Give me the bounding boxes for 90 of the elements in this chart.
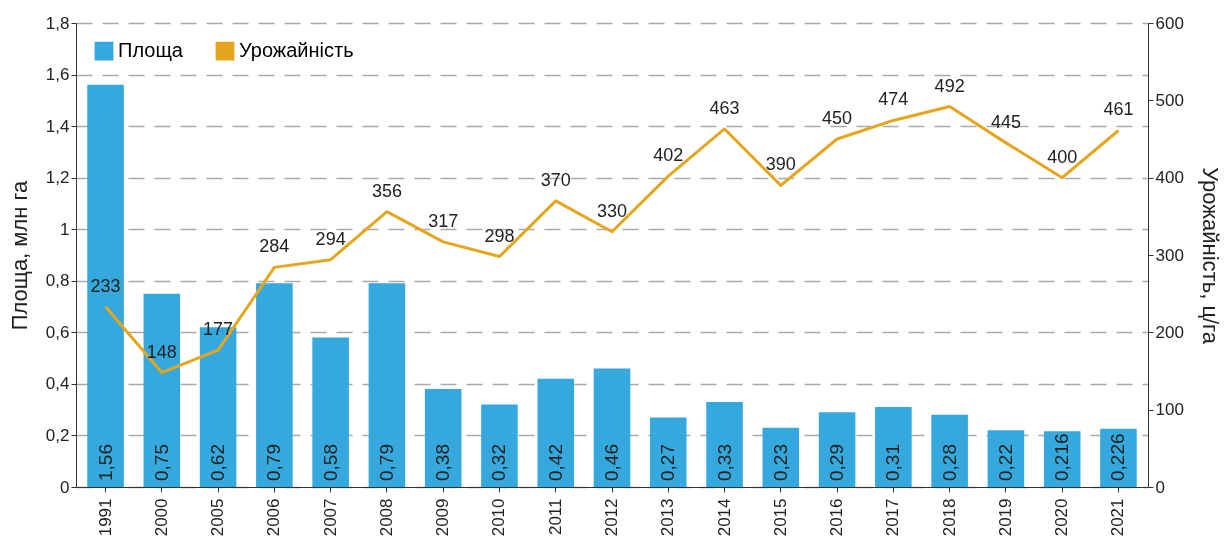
bar	[312, 337, 349, 487]
data-label: 463	[709, 97, 740, 118]
bar	[256, 283, 293, 487]
data-label: 474	[878, 89, 909, 110]
data-label: 233	[90, 275, 121, 296]
y2-tick-label: 0	[1155, 477, 1165, 497]
data-label: 0,62	[207, 444, 229, 481]
data-label: 0,226	[1107, 433, 1129, 481]
x-tick-label: 2005	[208, 498, 228, 537]
x-tick-label: 2016	[827, 498, 847, 537]
data-label: 400	[1047, 146, 1078, 167]
y-tick-label: 0,6	[45, 322, 70, 342]
data-label: 445	[990, 111, 1021, 132]
bar	[706, 401, 743, 487]
data-label: 0,28	[938, 444, 960, 481]
data-label: 461	[1103, 99, 1134, 120]
data-label: 0,46	[601, 444, 622, 481]
y-tick-label: 1,2	[45, 168, 70, 188]
x-tick-label: 2006	[264, 498, 284, 537]
data-label: 450	[822, 108, 853, 128]
data-label: 0,32	[488, 444, 510, 481]
y-tick-label: 0	[60, 477, 70, 497]
data-label: 0,29	[826, 444, 848, 481]
data-label: 356	[371, 180, 402, 201]
y2-tick-label: 300	[1155, 245, 1184, 265]
x-tick-label: 2009	[433, 498, 453, 537]
bar	[87, 84, 124, 487]
data-label: 402	[653, 145, 684, 166]
y-tick-label: 0,4	[45, 374, 70, 394]
y2-tick-label: 100	[1155, 400, 1184, 420]
data-label: 0,33	[713, 444, 735, 481]
x-tick-label: 2007	[320, 498, 340, 537]
x-tick-label: 2010	[489, 498, 509, 537]
x-tick-label: 2014	[714, 498, 734, 537]
y-axis-title: Площа, млн га	[6, 179, 32, 331]
bar	[593, 368, 631, 487]
data-label: 0,216	[1051, 433, 1073, 481]
x-tick-label: 2013	[658, 498, 678, 537]
y2-tick-label: 400	[1155, 168, 1184, 188]
y-tick-label: 1,4	[45, 116, 70, 136]
data-label: 0,23	[769, 444, 791, 481]
data-label: 492	[934, 75, 965, 96]
bar	[649, 417, 687, 487]
y-tick-label: 0,2	[45, 425, 70, 445]
y2-tick-label: 500	[1155, 90, 1184, 110]
data-label: 0,38	[432, 444, 454, 481]
data-label: 370	[540, 169, 571, 190]
y-tick-label: 0,8	[45, 271, 70, 291]
x-tick-label: 2018	[939, 498, 959, 537]
bar	[481, 404, 518, 487]
data-label: 0,42	[544, 444, 566, 481]
x-tick-label: 2008	[376, 498, 396, 537]
data-label: 317	[428, 210, 459, 231]
data-label: 390	[765, 154, 796, 175]
x-tick-label: 2021	[1108, 498, 1128, 537]
data-label: 0,75	[150, 444, 172, 481]
bar	[875, 407, 912, 487]
x-tick-label: 2017	[883, 498, 903, 537]
data-label: 298	[484, 225, 515, 246]
x-tick-label: 2000	[151, 498, 171, 537]
legend-label: Урожайність	[239, 39, 354, 62]
data-label: 148	[146, 341, 177, 362]
bar	[143, 293, 181, 487]
data-label: 0,31	[882, 444, 904, 481]
bar	[931, 414, 968, 487]
y2-tick-label: 200	[1155, 322, 1184, 342]
data-label: 1,56	[94, 444, 116, 481]
y-tick-label: 1,8	[45, 13, 70, 33]
data-label: 330	[596, 200, 628, 221]
data-label: 294	[315, 228, 346, 249]
data-label: 284	[259, 236, 290, 257]
legend-label: Площа	[118, 39, 184, 62]
bar	[368, 283, 406, 487]
bar	[537, 378, 575, 487]
y2-tick-label: 600	[1155, 13, 1184, 33]
x-tick-label: 1991	[95, 498, 115, 537]
x-tick-label: 2019	[995, 498, 1015, 537]
data-label: 0,79	[263, 444, 285, 481]
data-label: 0,27	[657, 444, 679, 481]
data-label: 0,79	[375, 444, 397, 481]
data-label: 0,22	[994, 444, 1016, 481]
y-tick-label: 1,6	[45, 65, 70, 85]
y2-axis-title: Урожайність, ц/га	[1197, 167, 1223, 345]
x-tick-label: 2015	[770, 498, 790, 537]
x-tick-label: 2020	[1052, 498, 1072, 537]
x-tick-label: 2012	[602, 498, 621, 537]
data-label: 0,58	[319, 444, 341, 481]
y-tick-label: 1	[60, 219, 70, 239]
bar	[424, 389, 462, 487]
x-tick-label: 2011	[545, 498, 565, 536]
